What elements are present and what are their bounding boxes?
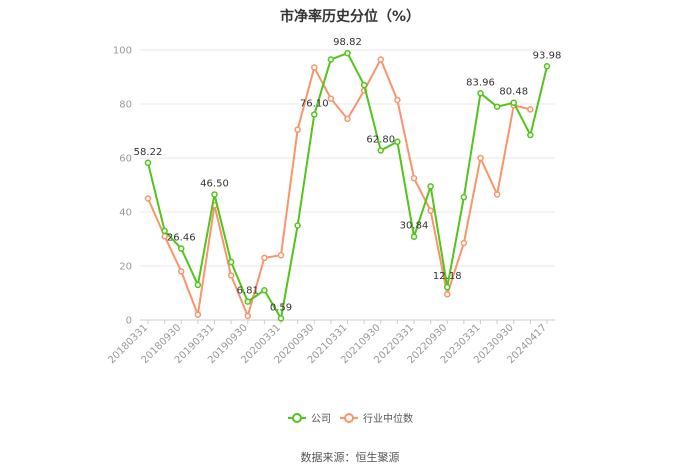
y-axis: 0 20 40 60 80 100 [113, 46, 132, 327]
data-label: 93.98 [533, 50, 562, 61]
y-tick-label: 100 [113, 46, 132, 57]
legend-item-company[interactable]: 公司 [288, 413, 331, 425]
legend-item-industry-median[interactable]: 行业中位数 [340, 412, 413, 425]
data-label: 6.81 [237, 286, 259, 297]
y-tick-label: 0 [126, 316, 132, 327]
series-company-point [144, 159, 152, 167]
series-industry-median-point [493, 191, 501, 198]
series-industry-median-line [147, 58, 531, 317]
series-company-point [244, 298, 251, 305]
series-company-point [327, 56, 335, 63]
legend: 公司 行业中位数 [288, 412, 413, 425]
y-tick-label: 80 [119, 100, 132, 111]
data-labels: 58.22 26.46 46.50 6.81 0.59 76.10 98.82 62.80 30… [134, 37, 562, 313]
series-company-point [377, 147, 384, 154]
chart-title: 市净率历史分位（%） [280, 8, 420, 25]
series-industry-median-point [460, 239, 468, 247]
series-industry-median-point [344, 115, 351, 123]
data-label: 62.80 [366, 134, 395, 145]
data-label: 76.10 [300, 99, 329, 110]
series-industry-median-point [277, 251, 285, 259]
series-industry-median-point [477, 154, 484, 162]
series-industry-median-point [261, 254, 268, 262]
series-industry-median-point [527, 106, 534, 113]
series-company-point [178, 245, 185, 252]
data-label: 58.22 [134, 147, 163, 158]
series-industry-median-point [294, 126, 301, 133]
y-tick-label: 20 [119, 262, 132, 273]
series-company-point [477, 90, 484, 97]
series-company-point [294, 222, 301, 229]
series-company-point [410, 233, 418, 240]
series-company-point [527, 131, 534, 139]
data-label: 83.96 [466, 77, 495, 88]
series-company-point [510, 99, 517, 106]
data-label: 0.59 [270, 302, 292, 313]
series-company-point [444, 283, 451, 291]
legend-label-industry-median: 行业中位数 [363, 412, 413, 425]
series-industry-median-point [394, 96, 401, 104]
series-company-point [261, 287, 268, 294]
series-industry-median-point [327, 95, 335, 102]
series-industry-median-point [244, 312, 251, 320]
data-label: 46.50 [200, 178, 229, 189]
series-industry-median-point [144, 195, 152, 202]
series-company-point [460, 193, 468, 201]
series-industry-median-point [427, 207, 434, 214]
series-company-point [194, 281, 202, 289]
data-label: 12.18 [433, 271, 462, 282]
data-label: 26.46 [167, 233, 196, 244]
y-tick-label: 60 [119, 154, 132, 165]
x-axis: 2018033120180930201903312019093020200331… [106, 319, 555, 366]
series-layer [144, 49, 551, 322]
legend-label-company: 公司 [311, 414, 331, 425]
series-industry-median-point [227, 272, 235, 279]
data-label: 30.84 [400, 221, 429, 232]
series-company-point [227, 258, 235, 266]
y-tick-label: 40 [119, 208, 132, 219]
series-company-point [161, 227, 168, 235]
series-company-point [360, 81, 368, 89]
series-company-point [493, 103, 501, 110]
series-company-point [277, 315, 285, 322]
series-company-point [344, 49, 351, 57]
data-label: 80.48 [499, 87, 528, 98]
series-industry-median-point [178, 268, 185, 275]
legend-marker-industry-median [344, 413, 354, 423]
legend-marker-company [292, 413, 302, 423]
series-industry-median-point [444, 291, 451, 298]
data-label: 98.82 [333, 37, 362, 48]
series-company-point [311, 111, 318, 118]
series-industry-median-point [194, 311, 202, 318]
series-industry-median-point [410, 175, 418, 182]
series-company-point [394, 138, 401, 146]
series-company-point [211, 191, 218, 198]
series-industry-median-point [377, 56, 384, 63]
series-company-point [543, 63, 551, 70]
series-company-point [427, 183, 434, 190]
source-note: 数据来源：恒生聚源 [301, 450, 400, 464]
series-industry-median-point [311, 64, 318, 71]
